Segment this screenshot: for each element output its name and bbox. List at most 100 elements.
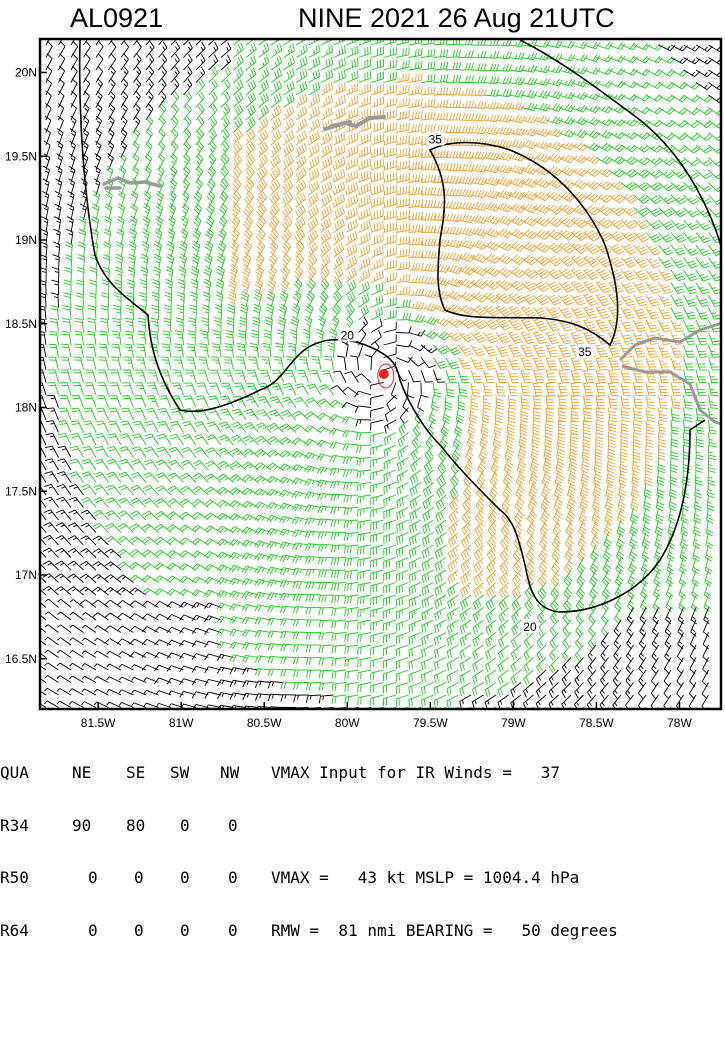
wind-barb — [684, 208, 699, 217]
header-nw: NW — [220, 764, 239, 782]
wind-barb — [559, 345, 571, 357]
wind-barb — [309, 205, 319, 220]
wind-barb — [144, 191, 151, 208]
wind-barb — [474, 570, 484, 585]
wind-barb — [210, 370, 221, 382]
wind-barb — [471, 383, 480, 397]
wind-barb — [56, 154, 62, 170]
wind-barb — [307, 384, 321, 395]
wind-barb — [49, 344, 59, 357]
wind-barb — [242, 617, 258, 624]
wind-barb — [334, 206, 345, 220]
wind-barb — [448, 570, 459, 584]
wind-barb — [56, 510, 71, 520]
wind-barb — [679, 583, 686, 600]
wind-barb — [330, 329, 337, 345]
wind-barb — [423, 520, 434, 534]
wind-barb — [484, 383, 493, 397]
wind-barb — [473, 608, 483, 623]
wind-barb — [45, 612, 58, 620]
wind-barb — [478, 458, 486, 475]
wind-barb — [330, 468, 346, 475]
wind-barb — [196, 396, 209, 408]
wind-barb — [409, 73, 423, 82]
wind-barb — [549, 683, 558, 698]
wind-barb — [344, 483, 359, 490]
wind-barb — [197, 383, 209, 395]
wind-barb — [384, 285, 397, 295]
wind-barb — [396, 695, 408, 706]
wind-barb — [397, 483, 409, 496]
wind-barb — [609, 358, 620, 370]
wind-barb — [448, 533, 458, 548]
wind-barb — [207, 422, 221, 433]
wind-barb — [70, 638, 84, 645]
wind-barb — [332, 670, 346, 679]
wind-barb — [696, 383, 706, 396]
wind-barb — [331, 583, 346, 591]
wind-barb — [524, 633, 533, 648]
wind-barb — [358, 658, 371, 668]
wind-barb — [531, 445, 539, 461]
wind-barb — [58, 421, 71, 433]
wind-barb — [422, 670, 434, 682]
wind-barb — [459, 227, 475, 235]
wind-barb — [421, 238, 436, 245]
wind-barb — [546, 358, 558, 370]
wind-barb — [296, 192, 306, 207]
wind-barb — [384, 658, 396, 669]
wind-barb — [434, 125, 449, 133]
wind-barb — [435, 558, 446, 572]
wind-barb — [359, 183, 371, 195]
wind-barb — [346, 145, 358, 157]
wind-barb — [396, 326, 411, 333]
wind-barb — [684, 308, 697, 320]
wind-barb — [321, 230, 331, 245]
r64-label: R64 — [0, 922, 29, 940]
wind-barb — [214, 317, 221, 332]
wind-barb — [332, 695, 346, 704]
wind-barb — [319, 595, 334, 602]
wind-barb — [684, 233, 699, 243]
wind-barb — [499, 595, 508, 610]
wind-barb — [87, 331, 96, 345]
wind-barb — [621, 320, 634, 332]
wind-barb — [447, 683, 459, 696]
wind-barb — [511, 633, 521, 648]
wind-barb — [518, 445, 526, 461]
wind-barb — [229, 527, 246, 534]
wind-barb — [86, 357, 96, 370]
wind-barb — [84, 395, 96, 407]
wind-barb — [182, 203, 189, 220]
wind-barb — [584, 294, 598, 305]
wind-barb — [671, 408, 680, 422]
wind-barb — [371, 171, 383, 182]
wind-barb — [371, 295, 383, 308]
wind-barb — [384, 47, 397, 57]
wind-barb — [371, 433, 384, 443]
wind-barb — [449, 520, 459, 535]
wind-barb — [255, 592, 271, 599]
wind-barb — [534, 78, 550, 85]
wind-barb — [634, 383, 644, 396]
wind-barb — [371, 59, 383, 70]
wind-barb — [81, 510, 96, 520]
wind-barb — [334, 107, 346, 120]
wind-barb — [283, 383, 296, 395]
wind-barb — [256, 423, 271, 433]
wind-barb — [31, 510, 46, 520]
wind-barb — [244, 204, 254, 220]
wind-barb — [296, 180, 306, 195]
lon-tick-label: 80W — [335, 716, 360, 730]
wind-barb — [609, 370, 620, 383]
wind-barb — [169, 447, 184, 457]
wind-barb — [59, 408, 71, 420]
wind-barb — [684, 358, 695, 370]
wind-barb — [654, 570, 661, 587]
wind-barb — [534, 319, 548, 330]
wind-barb — [498, 695, 509, 709]
wind-barb — [246, 68, 256, 83]
wind-barb — [448, 545, 458, 560]
wind-barb — [684, 395, 694, 409]
wind-barb — [559, 218, 575, 228]
